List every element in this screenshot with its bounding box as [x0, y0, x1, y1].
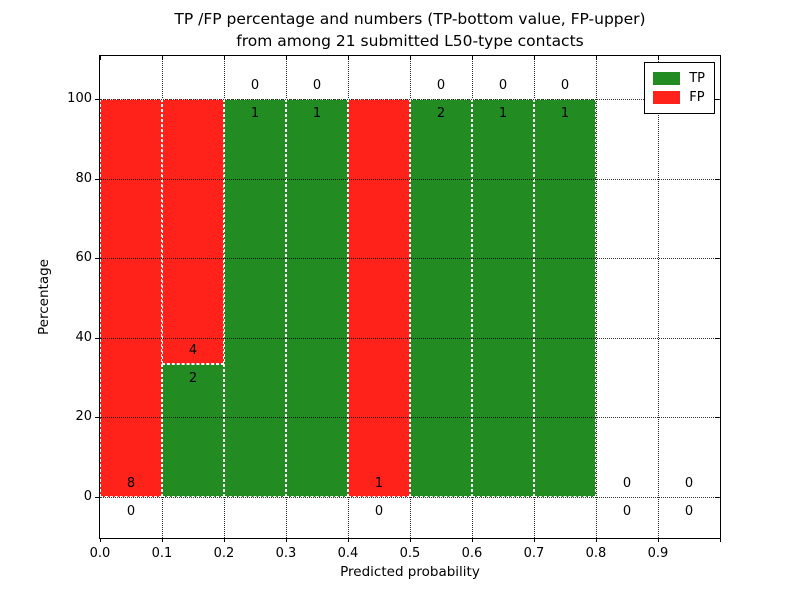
y-axis-tick: [95, 179, 99, 180]
x-tick-label: 0.8: [585, 546, 607, 561]
x-axis-tick: [596, 538, 597, 542]
fp-count-label: 0: [436, 78, 446, 93]
fp-bar-segment: [100, 99, 162, 497]
x-axis-tick-top: [720, 56, 721, 60]
x-tick-label: 0.4: [337, 546, 359, 561]
tp-count-label: 1: [312, 106, 322, 121]
tp-count-label: 2: [188, 371, 198, 386]
x-axis-tick-top: [658, 56, 659, 60]
x-axis-tick: [472, 538, 473, 542]
fp-count-label: 0: [684, 476, 694, 491]
x-tick-label: 0.3: [275, 546, 297, 561]
fp-count-label: 0: [312, 78, 322, 93]
x-tick-label: 0.7: [523, 546, 545, 561]
y-tick-label: 60: [75, 250, 92, 265]
fp-count-label: 0: [250, 78, 260, 93]
fp-count-label: 0: [560, 78, 570, 93]
x-axis-tick: [720, 538, 721, 542]
legend-entry-fp: FP: [653, 88, 705, 107]
x-axis-tick-top: [534, 56, 535, 60]
fp-count-label: 0: [498, 78, 508, 93]
x-tick-label: 0.1: [151, 546, 173, 561]
y-tick-label: 100: [67, 91, 92, 106]
tp-bar-segment: [534, 99, 596, 497]
x-tick-label: 0.5: [399, 546, 421, 561]
x-axis-tick-top: [286, 56, 287, 60]
y-axis-tick: [95, 338, 99, 339]
x-axis-tick-top: [410, 56, 411, 60]
x-axis-tick: [348, 538, 349, 542]
y-axis-tick: [95, 258, 99, 259]
tp-count-label: 0: [684, 504, 694, 519]
legend-label-tp: TP: [689, 71, 705, 86]
plot-area: TP FP 8 0 4 2 0 1 0 1 1 0 0 2 0 1 0 1 0 0 0 0 0.0 0.1 0.2 0.3 0.…: [67, 55, 721, 561]
y-gridline: [100, 338, 720, 339]
legend-swatch-fp: [653, 91, 681, 104]
x-tick-label: 0.2: [213, 546, 235, 561]
tp-count-label: 0: [126, 504, 136, 519]
tp-count-label: 1: [250, 106, 260, 121]
y-axis-label: Percentage: [36, 259, 52, 335]
fp-bar-segment: [348, 99, 410, 497]
y-tick-label: 40: [75, 330, 92, 345]
y-axis-tick: [95, 417, 99, 418]
chart-title-line-1: TP /FP percentage and numbers (TP-bottom…: [174, 10, 646, 28]
x-axis-tick-top: [348, 56, 349, 60]
x-tick-label: 0.6: [461, 546, 483, 561]
x-axis-label: Predicted probability: [340, 564, 480, 580]
x-tick-label: 0.9: [647, 546, 669, 561]
y-axis-tick: [95, 497, 99, 498]
x-axis-tick: [100, 538, 101, 542]
tp-bar-segment: [162, 364, 224, 497]
x-gridline: [658, 56, 659, 538]
legend-swatch-tp: [653, 72, 681, 85]
tp-count-label: 0: [374, 504, 384, 519]
fp-count-label: 4: [188, 343, 198, 358]
fp-count-label: 8: [126, 476, 136, 491]
y-axis-tick: [95, 99, 99, 100]
tp-bar-segment: [224, 99, 286, 497]
x-tick-label: 0.0: [89, 546, 111, 561]
tp-count-label: 1: [498, 106, 508, 121]
y-gridline: [100, 99, 720, 100]
x-axis-tick-top: [162, 56, 163, 60]
y-tick-label: 80: [75, 171, 92, 186]
fp-count-label: 1: [374, 476, 384, 491]
x-axis-tick-top: [100, 56, 101, 60]
y-tick-label: 0: [83, 489, 92, 504]
y-gridline: [100, 417, 720, 418]
tp-count-label: 2: [436, 106, 446, 121]
y-tick-label: 20: [75, 409, 92, 424]
tp-count-label: 1: [560, 106, 570, 121]
x-axis-tick: [286, 538, 287, 542]
legend: TP FP: [644, 62, 715, 114]
x-axis-tick: [224, 538, 225, 542]
x-axis-tick: [534, 538, 535, 542]
tp-bar-segment: [410, 99, 472, 497]
x-axis-tick-top: [596, 56, 597, 60]
y-gridline: [100, 258, 720, 259]
x-axis-tick: [410, 538, 411, 542]
tp-count-label: 0: [622, 504, 632, 519]
chart-title-line-2: from among 21 submitted L50-type contact…: [236, 32, 584, 50]
y-gridline: [100, 179, 720, 180]
x-axis-tick: [658, 538, 659, 542]
x-axis-tick-top: [472, 56, 473, 60]
tp-bar-segment: [286, 99, 348, 497]
x-gridline: [596, 56, 597, 538]
y-gridline: [100, 497, 720, 498]
legend-label-fp: FP: [689, 90, 705, 105]
fp-count-label: 0: [622, 476, 632, 491]
tp-bar-segment: [472, 99, 534, 497]
chart-title: TP /FP percentage and numbers (TP-bottom…: [100, 8, 720, 52]
x-axis-tick: [162, 538, 163, 542]
x-axis-tick-top: [224, 56, 225, 60]
fp-bar-segment: [162, 99, 224, 364]
legend-entry-tp: TP: [653, 69, 705, 88]
